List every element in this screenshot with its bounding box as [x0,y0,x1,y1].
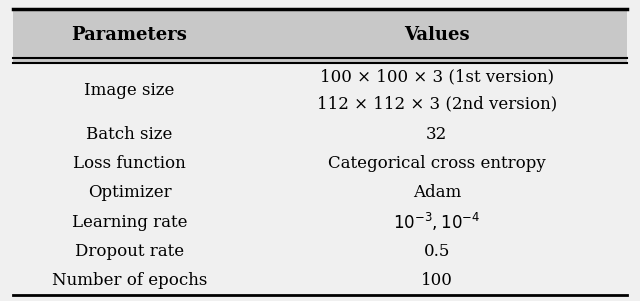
Text: 100 × 100 × 3 (1st version): 100 × 100 × 3 (1st version) [319,69,554,86]
Text: 0.5: 0.5 [424,243,450,260]
Text: Image size: Image size [84,82,175,99]
Text: Number of epochs: Number of epochs [52,272,207,289]
Text: 100: 100 [420,272,452,289]
Text: Values: Values [404,26,470,44]
Text: Batch size: Batch size [86,126,173,143]
FancyBboxPatch shape [13,9,627,61]
Text: Categorical cross entropy: Categorical cross entropy [328,155,546,172]
Text: Adam: Adam [413,184,461,201]
Text: Loss function: Loss function [73,155,186,172]
Text: Optimizer: Optimizer [88,184,172,201]
Text: $10^{-3}, 10^{-4}$: $10^{-3}, 10^{-4}$ [393,211,481,233]
Text: Parameters: Parameters [72,26,188,44]
Text: Learning rate: Learning rate [72,213,188,231]
Text: 32: 32 [426,126,447,143]
Text: Dropout rate: Dropout rate [75,243,184,260]
Text: 112 × 112 × 3 (2nd version): 112 × 112 × 3 (2nd version) [317,96,557,113]
